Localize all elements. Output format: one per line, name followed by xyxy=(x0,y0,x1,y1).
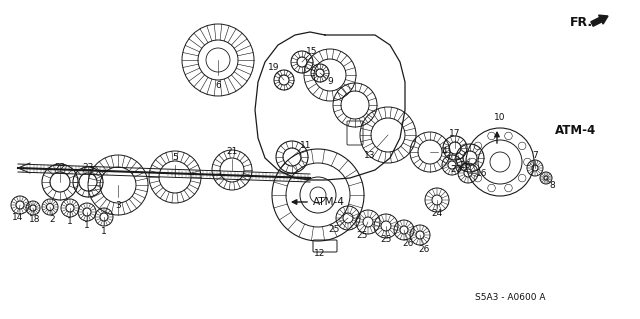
Text: 1: 1 xyxy=(84,221,90,231)
Text: 13: 13 xyxy=(364,151,376,160)
Text: FR.: FR. xyxy=(570,16,593,28)
Text: 7: 7 xyxy=(532,152,538,160)
Text: 14: 14 xyxy=(12,212,24,221)
Text: 1: 1 xyxy=(101,226,107,235)
Text: 17: 17 xyxy=(449,130,461,138)
Text: 2: 2 xyxy=(49,214,55,224)
Text: 26: 26 xyxy=(419,244,429,254)
Text: 1: 1 xyxy=(67,218,73,226)
Text: 15: 15 xyxy=(307,48,317,56)
Text: 9: 9 xyxy=(327,77,333,85)
Text: 24: 24 xyxy=(431,210,443,219)
Text: 26: 26 xyxy=(403,240,413,249)
Text: 20: 20 xyxy=(451,166,461,174)
Text: ATM-4: ATM-4 xyxy=(555,123,596,137)
Text: 25: 25 xyxy=(380,235,392,244)
Text: 25: 25 xyxy=(328,226,340,234)
Text: 19: 19 xyxy=(268,63,280,72)
Text: 23: 23 xyxy=(83,164,93,173)
Text: 4: 4 xyxy=(441,147,447,157)
Text: 3: 3 xyxy=(115,201,121,210)
Text: 16: 16 xyxy=(460,160,472,169)
Text: 8: 8 xyxy=(549,182,555,190)
Text: 6: 6 xyxy=(215,80,221,90)
Text: 22: 22 xyxy=(54,164,66,173)
Text: 5: 5 xyxy=(172,152,178,161)
Text: 25: 25 xyxy=(356,232,368,241)
Text: 18: 18 xyxy=(29,216,41,225)
FancyArrow shape xyxy=(591,15,608,26)
Text: ATM-4: ATM-4 xyxy=(313,197,345,207)
Text: 16: 16 xyxy=(476,168,488,177)
Text: 12: 12 xyxy=(314,249,326,257)
Text: 21: 21 xyxy=(227,147,237,157)
Text: S5A3 - A0600 A: S5A3 - A0600 A xyxy=(475,293,545,302)
Text: 10: 10 xyxy=(494,113,506,122)
Text: 11: 11 xyxy=(300,140,312,150)
